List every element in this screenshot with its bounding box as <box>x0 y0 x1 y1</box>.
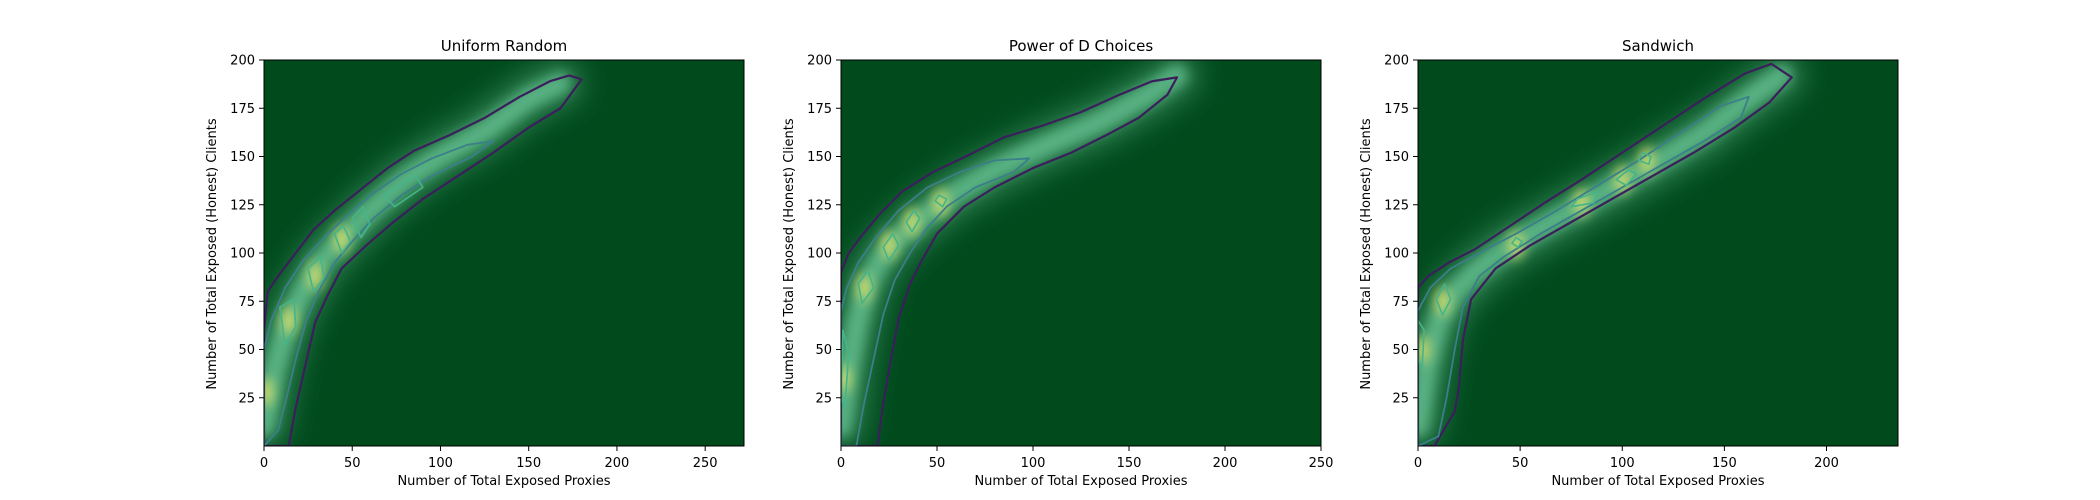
subplot-uniform-random: 0 50 100 150 200 250 25 50 75 100 125 150 175 200 <box>230 54 745 471</box>
contour-line <box>841 329 850 409</box>
y-tick-label: 125 <box>230 198 255 213</box>
x-tick-label: 150 <box>516 456 541 471</box>
y-tick-label: 200 <box>230 54 255 69</box>
contour-line <box>882 232 900 262</box>
contour-line <box>383 175 424 208</box>
contour-line <box>1418 62 1793 446</box>
y-tick-label: 25 <box>238 391 255 406</box>
contour-line <box>307 256 325 293</box>
x-tick-label: 150 <box>1117 456 1142 471</box>
x-tick-label: 0 <box>1414 456 1422 471</box>
y-tick-label: 50 <box>1392 343 1409 358</box>
density-peak <box>281 306 296 335</box>
contour-line <box>857 269 875 304</box>
y-axis-label: Number of Total Exposed (Honest) Clients <box>1359 118 1374 390</box>
y-axis-label: Number of Total Exposed (Honest) Clients <box>782 118 797 390</box>
x-tick-label: 200 <box>605 456 630 471</box>
y-tick-label: 100 <box>230 247 255 262</box>
x-tick-label: 50 <box>1512 456 1529 471</box>
contour-line <box>1418 319 1425 370</box>
density-layer <box>1418 60 1805 446</box>
contour-line <box>351 205 371 239</box>
y-tick-label: 200 <box>1384 54 1409 69</box>
y-tick-label: 50 <box>238 343 255 358</box>
x-tick-label: 50 <box>344 456 361 471</box>
chart-title: Power of D Choices <box>1009 37 1153 55</box>
x-tick-label: 100 <box>1021 456 1046 471</box>
subplot-power-of-d-choices: 0 50 100 150 200 250 25 50 75 100 125 150 175 200 <box>807 54 1333 472</box>
y-tick-label: 75 <box>238 295 255 310</box>
x-tick-label: 100 <box>1610 456 1635 471</box>
x-tick-label: 200 <box>1814 456 1839 471</box>
y-tick-label: 200 <box>807 54 832 69</box>
contour-line <box>841 157 1031 446</box>
density-glow-inner <box>264 72 572 438</box>
contour-line <box>333 225 352 254</box>
contour-line <box>279 298 297 347</box>
y-axis-label: Number of Total Exposed (Honest) Clients <box>205 118 220 390</box>
density-glow-inner <box>1418 64 1793 438</box>
contour-line <box>934 194 948 208</box>
contour-line <box>1435 283 1452 316</box>
x-tick-label: 250 <box>1309 456 1334 471</box>
y-tick-label: 25 <box>1392 391 1409 406</box>
chart-title: Uniform Random <box>441 37 568 55</box>
contour-line <box>1615 169 1638 187</box>
contour-line <box>1570 190 1599 208</box>
y-tick-label: 100 <box>1384 247 1409 262</box>
density-glow-inner <box>841 64 1188 438</box>
x-axis-label: Number of Total Exposed Proxies <box>397 474 610 489</box>
x-tick-label: 0 <box>837 456 845 471</box>
x-tick-label: 50 <box>929 456 946 471</box>
density-peak <box>334 225 349 254</box>
contour-line <box>1511 236 1523 249</box>
subplot-sandwich: 0 50 100 150 200 25 50 75 100 125 150 175 200 <box>1384 54 1899 471</box>
x-tick-label: 0 <box>260 456 268 471</box>
contour-line <box>264 140 495 446</box>
x-tick-label: 100 <box>428 456 453 471</box>
y-tick-label: 25 <box>815 391 832 406</box>
y-tick-label: 75 <box>1392 295 1409 310</box>
chart-title: Sandwich <box>1622 37 1694 55</box>
density-layer <box>264 60 584 446</box>
density-peak <box>905 208 920 237</box>
contour-line <box>841 76 1179 446</box>
x-tick-label: 150 <box>1712 456 1737 471</box>
y-tick-label: 50 <box>815 343 832 358</box>
density-peak <box>264 377 273 406</box>
y-tick-label: 175 <box>1384 102 1409 117</box>
contour-line <box>1418 95 1750 446</box>
y-tick-label: 75 <box>815 295 832 310</box>
y-tick-label: 125 <box>807 198 832 213</box>
contour-line <box>1637 151 1652 166</box>
y-tick-label: 150 <box>230 150 255 165</box>
y-tick-label: 150 <box>807 150 832 165</box>
x-axis-label: Number of Total Exposed Proxies <box>974 474 1187 489</box>
y-tick-label: 175 <box>807 102 832 117</box>
y-tick-label: 175 <box>230 102 255 117</box>
x-tick-label: 250 <box>693 456 718 471</box>
contour-line <box>264 74 583 446</box>
y-tick-label: 125 <box>1384 198 1409 213</box>
x-axis-label: Number of Total Exposed Proxies <box>1551 474 1764 489</box>
y-tick-label: 100 <box>807 247 832 262</box>
contour-line <box>905 209 921 233</box>
density-layer <box>841 60 1200 446</box>
x-tick-label: 200 <box>1213 456 1238 471</box>
y-tick-label: 150 <box>1384 150 1409 165</box>
